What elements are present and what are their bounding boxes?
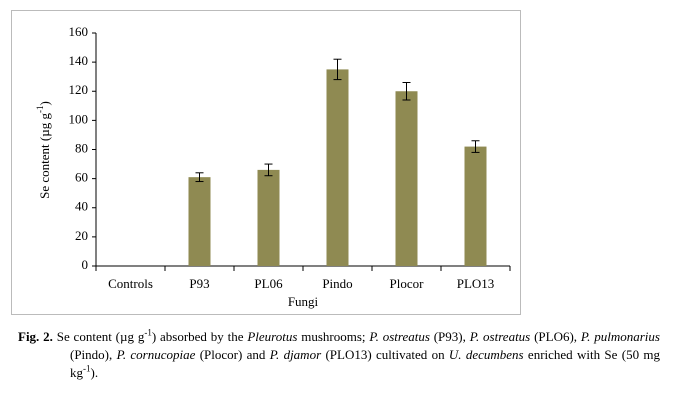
y-label-sup: -1: [35, 106, 45, 114]
x-tick-label: Pindo: [322, 276, 352, 291]
caption-run: (PLO13) cultivated on: [321, 347, 449, 362]
error-bar: [402, 82, 411, 101]
x-tick-label: P93: [189, 276, 209, 291]
caption-run: mushrooms;: [297, 329, 370, 344]
y-tick-label: 140: [69, 53, 89, 68]
caption-run: Pleurotus: [247, 329, 298, 344]
y-tick-label: 60: [75, 170, 88, 185]
caption-run: -1: [144, 327, 152, 338]
caption-run: -1: [83, 363, 91, 374]
bar: [257, 169, 280, 266]
caption-run: (Pindo),: [70, 347, 117, 362]
y-tick-label: 80: [75, 140, 88, 155]
y-tick-label: 40: [75, 199, 88, 214]
y-label-end: ): [37, 101, 52, 105]
y-tick-label: 100: [69, 111, 89, 126]
error-bar: [195, 172, 204, 183]
caption-run: P. pulmonarius: [580, 329, 660, 344]
y-tick-label: 20: [75, 228, 88, 243]
caption-run: (PLO6),: [530, 329, 581, 344]
caption-run: enriched with Se (50 mg kg: [70, 347, 661, 380]
caption-run: (Plocor) and: [195, 347, 270, 362]
x-axis-label: Fungi: [288, 294, 319, 309]
caption-run: Se content (µg g: [52, 329, 145, 344]
caption-run: (P93),: [429, 329, 470, 344]
x-tick-label: Controls: [108, 276, 153, 291]
x-tick-label: Plocor: [390, 276, 425, 291]
caption-run: ) absorbed by the: [151, 329, 248, 344]
caption-run: ).: [90, 365, 99, 380]
x-tick-label: PLO13: [457, 276, 495, 291]
bar: [395, 91, 418, 266]
y-label-main: Se content (µg g: [37, 113, 52, 199]
error-bar: [264, 163, 273, 177]
caption-run: P. djamor: [269, 347, 322, 362]
y-tick-label: 0: [82, 257, 89, 272]
chart-border: [11, 10, 521, 315]
x-tick-label: PL06: [254, 276, 283, 291]
caption-run: P. ostreatus: [369, 329, 430, 344]
bar: [464, 146, 487, 266]
caption-run: P. ostreatus: [469, 329, 531, 344]
caption-run: U. decumbens: [448, 347, 524, 362]
bar: [326, 69, 349, 266]
y-tick-label: 120: [69, 82, 89, 97]
chart: Fungi Se content (µg g-1) 0 20 40 60 80 100 12…: [11, 10, 521, 315]
caption-run: Fig. 2.: [18, 329, 53, 344]
caption: Fig. 2. Se content (µg g-1) absorbed by …: [18, 328, 660, 382]
y-tick-label: 160: [69, 24, 89, 39]
caption-run: P. cornucopiae: [116, 347, 196, 362]
error-bar: [333, 58, 342, 81]
bar: [188, 177, 211, 266]
error-bar: [471, 140, 480, 153]
y-axis-label: Se content (µg g-1): [35, 101, 52, 199]
